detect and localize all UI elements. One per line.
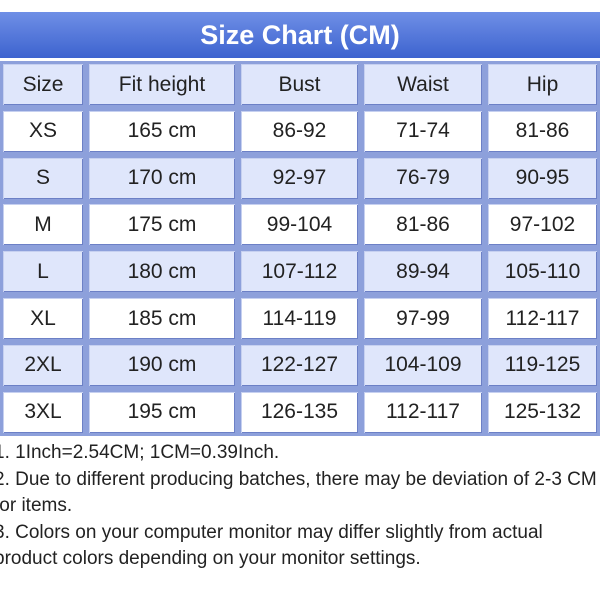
note: 2. Due to different producing batches, t… bbox=[0, 469, 597, 516]
note: 3. Colors on your computer monitor may d… bbox=[0, 522, 543, 569]
notes: 1. 1Inch=2.54CM; 1CM=0.39Inch. 2. Due to … bbox=[0, 440, 600, 573]
note: 1. 1Inch=2.54CM; 1CM=0.39Inch. bbox=[0, 442, 280, 463]
table-cell: XS bbox=[0, 107, 86, 155]
table-cell: 107-112 bbox=[238, 248, 361, 296]
table-cell: 89-94 bbox=[361, 248, 485, 296]
table-cell: 76-79 bbox=[361, 154, 485, 202]
table-cell: 81-86 bbox=[361, 201, 485, 249]
column-header: Hip bbox=[485, 61, 600, 108]
table-cell: XL bbox=[0, 295, 86, 342]
table-cell: 175 cm bbox=[86, 201, 238, 249]
table-cell: 180 cm bbox=[86, 248, 238, 296]
table-cell: 86-92 bbox=[238, 107, 361, 155]
table-cell: 114-119 bbox=[238, 295, 361, 342]
table-cell: 97-99 bbox=[361, 295, 485, 342]
table-cell: 2XL bbox=[0, 341, 86, 389]
table-cell: 125-132 bbox=[485, 388, 600, 436]
table-cell: 126-135 bbox=[238, 388, 361, 436]
table-cell: 97-102 bbox=[485, 201, 600, 249]
table-cell: 170 cm bbox=[86, 154, 238, 202]
column-header: Size bbox=[0, 61, 86, 108]
table-cell: 185 cm bbox=[86, 295, 238, 342]
table-cell: 165 cm bbox=[86, 107, 238, 155]
table-cell: 90-95 bbox=[485, 154, 600, 202]
column-header: Waist bbox=[361, 61, 485, 108]
table-cell: 104-109 bbox=[361, 341, 485, 389]
title-bar: Size Chart (CM) bbox=[0, 12, 600, 58]
table-cell: 119-125 bbox=[485, 341, 600, 389]
table-cell: 190 cm bbox=[86, 341, 238, 389]
column-header: Bust bbox=[238, 61, 361, 108]
table-cell: 81-86 bbox=[485, 107, 600, 155]
table-cell: 112-117 bbox=[361, 388, 485, 436]
table-cell: 105-110 bbox=[485, 248, 600, 296]
column-header: Fit height bbox=[86, 61, 238, 108]
table-cell: 71-74 bbox=[361, 107, 485, 155]
table-cell: M bbox=[0, 201, 86, 249]
table-cell: S bbox=[0, 154, 86, 202]
table-cell: 122-127 bbox=[238, 341, 361, 389]
table-cell: L bbox=[0, 248, 86, 296]
table-cell: 99-104 bbox=[238, 201, 361, 249]
table-cell: 195 cm bbox=[86, 388, 238, 436]
table-cell: 3XL bbox=[0, 388, 86, 436]
table-cell: 112-117 bbox=[485, 295, 600, 342]
table-cell: 92-97 bbox=[238, 154, 361, 202]
